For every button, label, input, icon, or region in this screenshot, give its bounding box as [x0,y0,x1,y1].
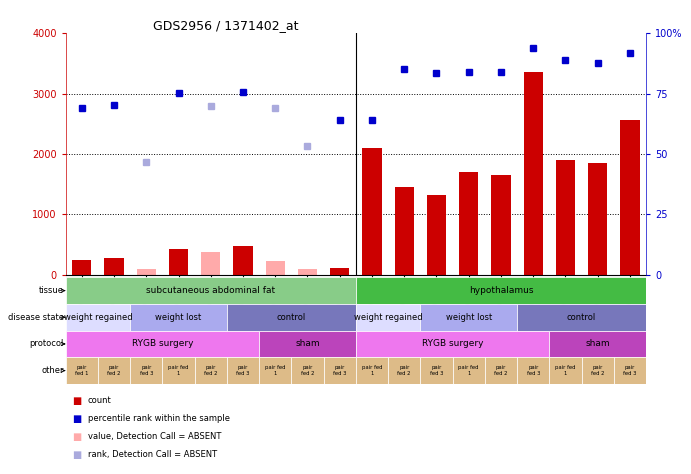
Text: RYGB surgery: RYGB surgery [131,339,193,348]
Text: RYGB surgery: RYGB surgery [422,339,484,348]
Bar [614,357,646,384]
Bar [517,357,549,384]
Bar [356,277,646,304]
Bar [292,357,323,384]
Bar [621,120,640,275]
Bar [459,172,478,275]
Bar [388,357,420,384]
Bar [485,357,517,384]
Bar [234,246,253,275]
Text: protocol: protocol [30,339,64,348]
Bar [588,163,607,275]
Bar [362,148,381,275]
Bar [130,357,162,384]
Text: subcutaneous abdominal fat: subcutaneous abdominal fat [146,286,275,295]
Bar [298,270,317,275]
Text: count: count [88,396,111,405]
Bar [227,304,356,331]
Bar [66,357,98,384]
Text: control: control [277,313,306,322]
Text: weight lost: weight lost [155,313,202,322]
Text: pair
fed 3: pair fed 3 [623,365,636,376]
Text: weight regained: weight regained [64,313,132,322]
Bar [356,357,388,384]
Text: weight regained: weight regained [354,313,422,322]
Text: pair
fed 2: pair fed 2 [204,365,218,376]
Text: weight lost: weight lost [446,313,492,322]
Bar [98,357,130,384]
Text: ■: ■ [73,431,82,442]
Text: other: other [41,366,64,375]
Text: pair
fed 2: pair fed 2 [301,365,314,376]
Bar [259,357,292,384]
Text: pair
fed 3: pair fed 3 [430,365,443,376]
Bar [227,357,259,384]
Text: value, Detection Call = ABSENT: value, Detection Call = ABSENT [88,432,221,441]
Text: pair fed
1: pair fed 1 [361,365,382,376]
Text: ■: ■ [73,395,82,406]
Text: control: control [567,313,596,322]
Text: percentile rank within the sample: percentile rank within the sample [88,414,229,423]
Bar [517,304,646,331]
Bar [491,175,511,275]
Text: pair
fed 2: pair fed 2 [494,365,508,376]
Bar [582,357,614,384]
Bar [524,73,543,275]
Text: pair
fed 1: pair fed 1 [75,365,88,376]
Bar [259,331,356,357]
Bar [420,304,517,331]
Bar [356,304,420,331]
Bar [330,268,350,275]
Text: ■: ■ [73,449,82,460]
Bar [169,249,188,275]
Text: pair
fed 3: pair fed 3 [236,365,249,376]
Bar [453,357,485,384]
Bar [356,331,549,357]
Bar [420,357,453,384]
Text: disease state: disease state [8,313,64,322]
Bar [104,258,124,275]
Text: pair fed
1: pair fed 1 [555,365,576,376]
Bar [265,261,285,275]
Bar [549,331,646,357]
Bar [66,331,259,357]
Bar [201,252,220,275]
Text: pair
fed 3: pair fed 3 [333,365,346,376]
Text: GDS2956 / 1371402_at: GDS2956 / 1371402_at [153,19,299,32]
Bar [137,270,156,275]
Bar [427,195,446,275]
Bar [395,187,414,275]
Bar [162,357,195,384]
Text: pair
fed 2: pair fed 2 [591,365,605,376]
Bar [195,357,227,384]
Bar [549,357,582,384]
Text: pair fed
1: pair fed 1 [168,365,189,376]
Text: pair
fed 2: pair fed 2 [107,365,121,376]
Bar [130,304,227,331]
Bar [66,304,130,331]
Text: pair
fed 2: pair fed 2 [397,365,411,376]
Text: pair fed
1: pair fed 1 [458,365,479,376]
Bar [72,260,91,275]
Text: pair
fed 3: pair fed 3 [140,365,153,376]
Text: rank, Detection Call = ABSENT: rank, Detection Call = ABSENT [88,450,217,459]
Bar [556,160,575,275]
Text: ■: ■ [73,413,82,424]
Text: pair fed
1: pair fed 1 [265,365,285,376]
Text: hypothalamus: hypothalamus [468,286,533,295]
Text: tissue: tissue [39,286,64,295]
Bar [66,277,356,304]
Text: pair
fed 3: pair fed 3 [527,365,540,376]
Text: sham: sham [585,339,610,348]
Text: sham: sham [295,339,320,348]
Bar [323,357,356,384]
